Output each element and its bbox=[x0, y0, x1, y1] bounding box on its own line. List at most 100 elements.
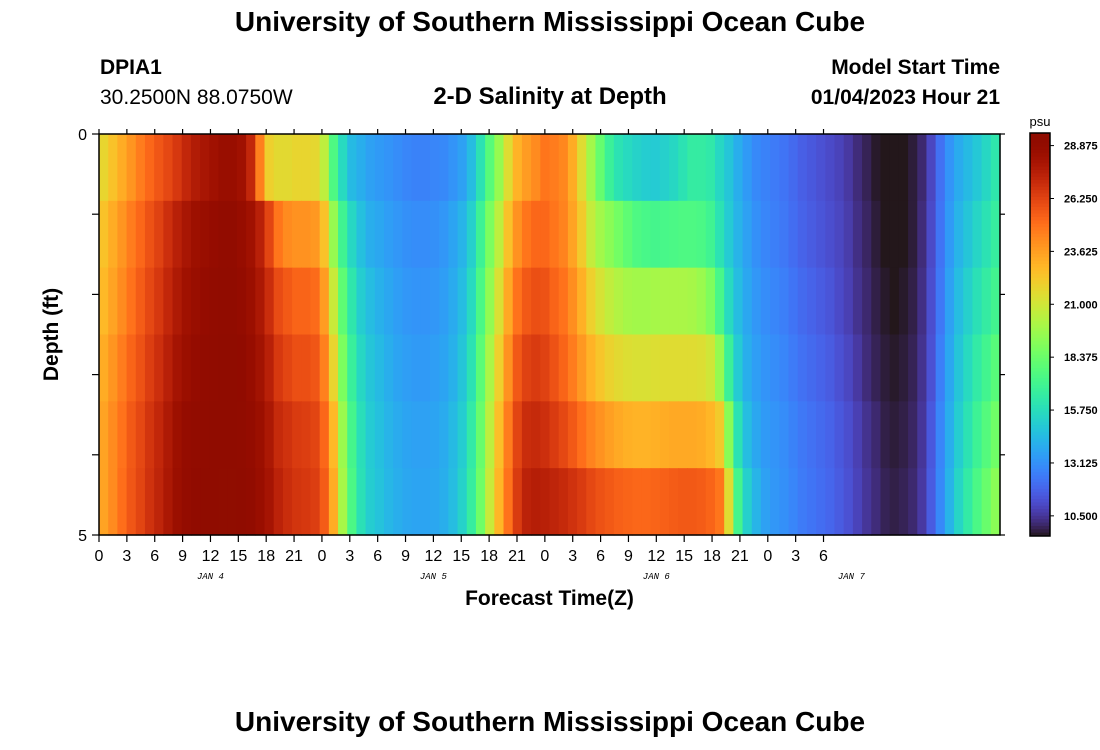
heatmap-cell bbox=[678, 401, 688, 469]
heatmap-cell bbox=[439, 267, 449, 336]
x-tick-label: 21 bbox=[285, 548, 303, 565]
heatmap-cell bbox=[944, 401, 955, 469]
heatmap-cell bbox=[678, 468, 688, 536]
x-tick-label: 9 bbox=[401, 548, 410, 565]
heatmap-cell bbox=[246, 134, 256, 202]
heatmap-cell bbox=[374, 334, 385, 402]
model-start-label: Model Start Time bbox=[831, 56, 1000, 79]
heatmap-cell bbox=[898, 200, 909, 269]
heatmap-cell bbox=[880, 134, 891, 202]
heatmap-cell bbox=[172, 468, 183, 536]
colorbar-segment bbox=[1030, 294, 1050, 299]
colorbar-label: 28.875 bbox=[1064, 141, 1098, 153]
heatmap-cell bbox=[393, 334, 403, 402]
heatmap-cell bbox=[650, 334, 661, 402]
heatmap-cell bbox=[779, 267, 790, 336]
heatmap-cell bbox=[494, 267, 505, 336]
heatmap-cell bbox=[466, 134, 477, 202]
colorbar-segment bbox=[1030, 307, 1050, 312]
heatmap-cell bbox=[218, 134, 229, 202]
heatmap-cell bbox=[714, 200, 725, 269]
heatmap-cell bbox=[540, 468, 551, 536]
heatmap-cell bbox=[236, 468, 247, 536]
colorbar-frame bbox=[1029, 132, 1051, 537]
heatmap-cell bbox=[678, 334, 688, 402]
heatmap-cell bbox=[990, 267, 1001, 336]
heatmap-cell bbox=[944, 200, 955, 269]
heatmap-cell bbox=[696, 267, 707, 336]
heatmap-cell bbox=[227, 334, 238, 402]
heatmap-cell bbox=[834, 468, 845, 536]
heatmap-cell bbox=[163, 200, 174, 269]
heatmap-cell bbox=[604, 401, 615, 469]
heatmap-cell bbox=[549, 134, 560, 202]
heatmap-cell bbox=[117, 334, 128, 402]
day-label: JAN 4 bbox=[197, 572, 224, 582]
heatmap-cell bbox=[384, 267, 394, 336]
heatmap-cell bbox=[696, 401, 707, 469]
heatmap-cell bbox=[954, 468, 964, 536]
heatmap-cell bbox=[650, 267, 661, 336]
page-title: University of Southern Mississippi Ocean… bbox=[234, 6, 866, 37]
heatmap-cell bbox=[282, 267, 293, 336]
heatmap-cell bbox=[512, 134, 523, 202]
heatmap-cell bbox=[714, 401, 725, 469]
axes: 0 3 6 9 12 15 18 21 0 3 6 9 12 15 18 21 0 3 6 9 12 15 18 21 0 3 6J… bbox=[78, 127, 1005, 582]
heatmap-cell bbox=[264, 468, 275, 536]
heatmap-cell bbox=[172, 334, 183, 402]
heatmap-cell bbox=[411, 468, 422, 536]
heatmap-cell bbox=[347, 267, 358, 336]
x-tick-label: 0 bbox=[95, 548, 104, 565]
heatmap-cell bbox=[328, 334, 339, 402]
heatmap-cell bbox=[448, 334, 459, 402]
colorbar-segment bbox=[1030, 522, 1050, 527]
heatmap-cell bbox=[319, 134, 330, 202]
heatmap-cell bbox=[255, 134, 266, 202]
heatmap-cell bbox=[236, 267, 247, 336]
heatmap-cell bbox=[448, 267, 459, 336]
colorbar-segment bbox=[1030, 310, 1050, 315]
colorbar-segment bbox=[1030, 156, 1050, 161]
heatmap-cell bbox=[282, 334, 293, 402]
heatmap-cell bbox=[595, 468, 606, 536]
heatmap-cell bbox=[485, 401, 495, 469]
colorbar-segment bbox=[1030, 519, 1050, 524]
x-tick-label: 6 bbox=[150, 548, 159, 565]
heatmap-cell bbox=[163, 401, 174, 469]
heatmap-cell bbox=[209, 200, 220, 269]
heatmap-cell bbox=[457, 267, 468, 336]
colorbar-segment bbox=[1030, 133, 1050, 137]
heatmap-cell bbox=[227, 468, 238, 536]
colorbar-segment bbox=[1030, 368, 1050, 372]
heatmap-cell bbox=[292, 401, 302, 469]
day-label: JAN 7 bbox=[838, 572, 866, 582]
heatmap-cell bbox=[825, 200, 836, 269]
heatmap-cell bbox=[944, 267, 955, 336]
x-tick-label: 18 bbox=[480, 548, 498, 565]
heatmap-cell bbox=[429, 267, 440, 336]
heatmap-cell bbox=[512, 401, 523, 469]
heatmap-cell bbox=[705, 267, 716, 336]
heatmap-cell bbox=[328, 401, 339, 469]
heatmap-cell bbox=[659, 334, 670, 402]
heatmap-cell bbox=[843, 267, 854, 336]
heatmap-cell bbox=[926, 200, 937, 269]
heatmap-cell bbox=[816, 468, 826, 536]
heatmap-cell bbox=[411, 334, 422, 402]
heatmap-cell bbox=[365, 334, 376, 402]
heatmap-cell bbox=[236, 134, 247, 202]
x-tick-label: 6 bbox=[373, 548, 382, 565]
heatmap-cell bbox=[117, 200, 128, 269]
colorbar-segment bbox=[1030, 488, 1050, 493]
x-tick-label: 3 bbox=[122, 548, 131, 565]
heatmap-cell bbox=[218, 401, 229, 469]
heatmap-cell bbox=[623, 267, 633, 336]
heatmap-cell bbox=[751, 334, 762, 402]
heatmap-cell bbox=[328, 267, 339, 336]
heatmap-cell bbox=[898, 334, 909, 402]
heatmap-cell bbox=[733, 267, 744, 336]
colorbar-segment bbox=[1030, 445, 1050, 450]
heatmap-cell bbox=[935, 468, 946, 536]
colorbar-segment bbox=[1030, 166, 1050, 171]
heatmap-cell bbox=[429, 334, 440, 402]
